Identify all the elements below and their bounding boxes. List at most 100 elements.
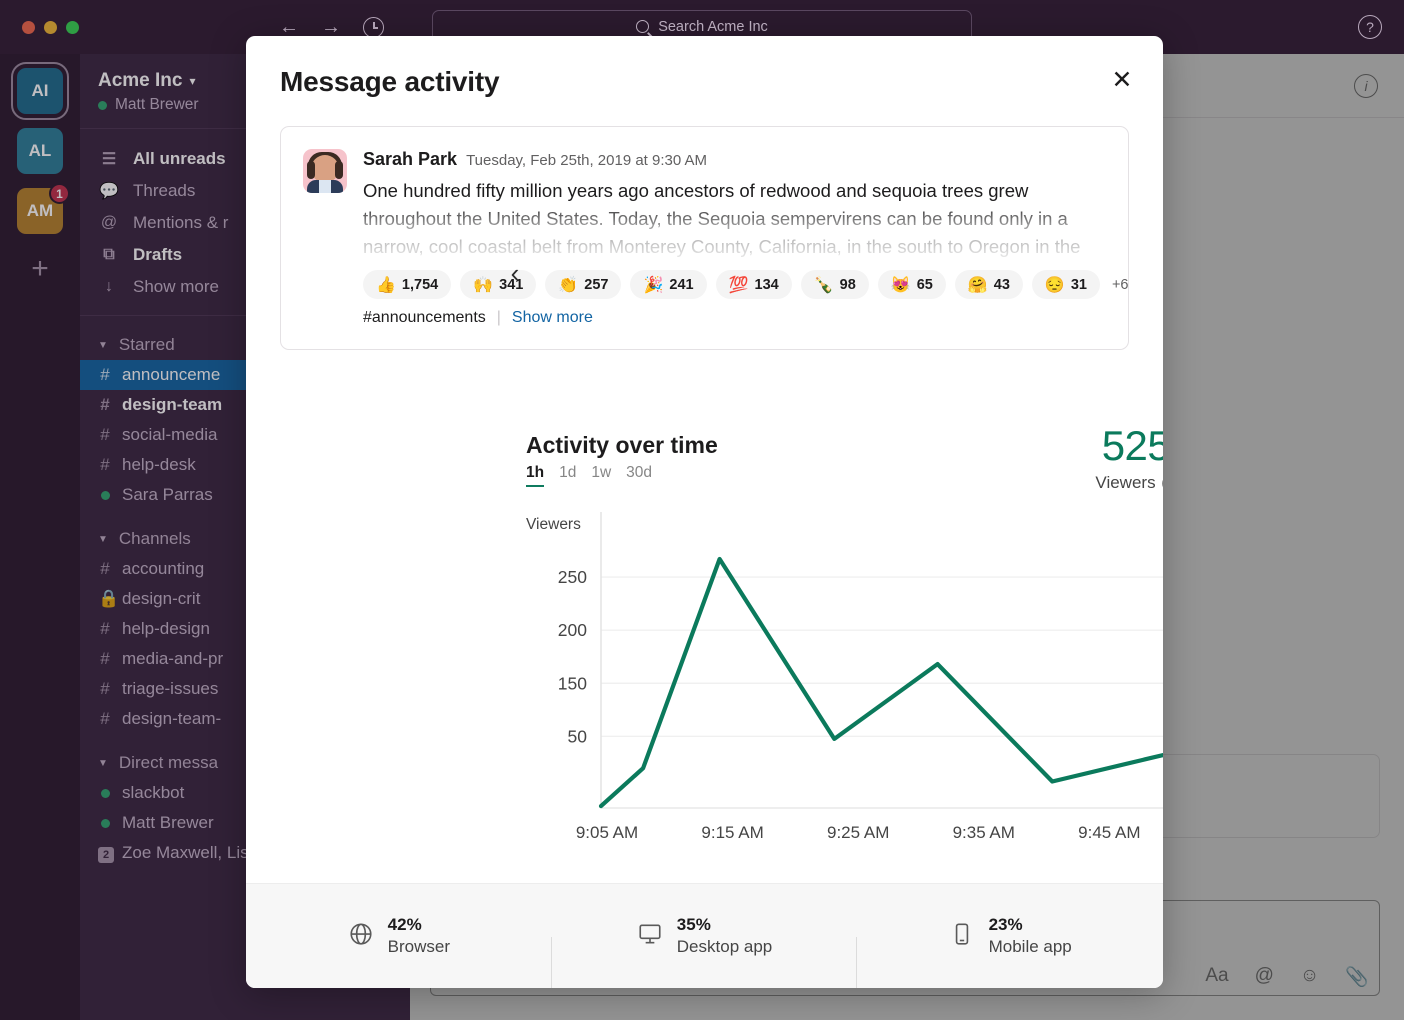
nav-buttons: ← → xyxy=(279,16,384,38)
thumbsup-icon: 👍 xyxy=(376,276,396,294)
add-workspace-button[interactable]: + xyxy=(31,252,49,285)
reaction-chip[interactable]: 👍 1,754 xyxy=(363,270,452,299)
reaction-count: 31 xyxy=(1070,276,1087,293)
sidebar-channel-label: announceme xyxy=(122,365,221,384)
heart-eyes-cat-icon: 😻 xyxy=(890,276,911,294)
workspace-name-row[interactable]: Acme Inc ▾ xyxy=(98,70,392,92)
avatar xyxy=(303,149,347,193)
device-percent: 42% xyxy=(387,915,422,934)
sidebar-item-label: Drafts xyxy=(133,245,183,264)
tab-30d[interactable]: 30d xyxy=(626,464,653,481)
tab-1d[interactable]: 1d xyxy=(559,464,577,481)
workspace-rail: AI AL AM 1 + xyxy=(0,54,80,1020)
reactions-overflow[interactable]: +6 xyxy=(1111,276,1129,293)
workspace-icon-al[interactable]: AL xyxy=(17,128,63,174)
sidebar-channel-label: design-crit xyxy=(122,589,201,608)
page-title: Message activity xyxy=(280,66,500,97)
tab-1h[interactable]: 1h xyxy=(526,464,545,487)
reaction-chip[interactable]: 💯 134 xyxy=(715,270,792,299)
previous-message-icon[interactable]: ‹ xyxy=(510,258,520,288)
arrow-right-icon[interactable]: → xyxy=(321,16,341,38)
workspace-icon-ai[interactable]: AI xyxy=(11,62,69,120)
presence-dot-icon xyxy=(98,783,112,803)
sidebar-channel-social-media[interactable]: # social-media xyxy=(80,420,410,450)
viewers-count: 525 xyxy=(1101,422,1163,469)
champagne-icon: 🍾 xyxy=(813,276,834,294)
sidebar-channel-design-crit[interactable]: 🔒 design-crit xyxy=(80,584,410,614)
message-activity-modal: Message activity ✕ Sarah Park Tuesday, F… xyxy=(246,36,1163,988)
workspace-icon-am[interactable]: AM 1 xyxy=(17,183,70,234)
workspace-initials: AI xyxy=(31,81,49,100)
message-footer: #announcements | Show more xyxy=(363,309,593,327)
message-text: One hundred fifty million years ago ance… xyxy=(363,180,1081,257)
reaction-chip[interactable]: 🙌 341 xyxy=(460,270,537,299)
sidebar-item-drafts[interactable]: ⧉ Drafts xyxy=(80,239,410,271)
unread-badge: 1 xyxy=(49,183,70,204)
sidebar-channel-label: triage-issues xyxy=(122,679,219,698)
device-cell-mobile: 23% Mobile app xyxy=(857,915,1163,957)
sidebar-channel-help-design[interactable]: # help-design xyxy=(80,614,410,644)
close-icon[interactable]: ✕ xyxy=(1111,66,1133,94)
sidebar-channel-help-desk[interactable]: # help-desk xyxy=(80,450,410,480)
workspace-name: Acme Inc xyxy=(98,70,183,91)
svg-text:200: 200 xyxy=(558,620,587,640)
reaction-list: 👍 1,754 🙌 341 👏 257 🎉 241 💯 134 🍾 98 😻 65 🤗 43 😔… xyxy=(363,270,1129,299)
help-icon[interactable]: ? xyxy=(1358,15,1382,39)
maximize-window-button[interactable] xyxy=(66,20,79,34)
sidebar-channel-triage-issues[interactable]: # triage-issues xyxy=(80,674,410,704)
reaction-chip[interactable]: 👏 257 xyxy=(545,270,622,299)
reaction-chip[interactable]: 😻 65 xyxy=(877,270,946,299)
sidebar-channel-label: media-and-pr xyxy=(122,649,224,668)
sidebar-item-label: Threads xyxy=(133,181,196,200)
device-text: 35% Desktop app xyxy=(677,915,772,957)
sidebar-channel-label: Matt Brewer xyxy=(122,813,214,832)
close-window-button[interactable] xyxy=(22,20,35,34)
sidebar-channel-label: slackbot xyxy=(122,783,185,802)
viewers-summary: 525 Viewers i xyxy=(1046,422,1163,493)
current-user-row[interactable]: Matt Brewer xyxy=(98,96,392,114)
device-text: 23% Mobile app xyxy=(989,915,1072,957)
viewers-label-row: Viewers i xyxy=(1046,473,1163,493)
svg-text:250: 250 xyxy=(558,567,587,587)
sidebar-channel-design-team-2[interactable]: # design-team- xyxy=(80,704,410,734)
window-controls[interactable] xyxy=(22,20,79,34)
sidebar-channel-media-and-pr[interactable]: # media-and-pr xyxy=(80,644,410,674)
tab-1w[interactable]: 1w xyxy=(591,464,612,481)
search-icon xyxy=(636,20,650,33)
sidebar-group-header[interactable]: ▼ Direct messa xyxy=(80,748,410,778)
sidebar-dm-sara-parras[interactable]: Sara Parras xyxy=(80,480,410,510)
hugging-face-icon: 🤗 xyxy=(967,276,988,294)
sidebar-dm-slackbot[interactable]: slackbot xyxy=(80,778,410,808)
sidebar-channel-design-team[interactable]: # design-team xyxy=(80,390,410,420)
reaction-count: 98 xyxy=(839,276,856,293)
sidebar-group-header[interactable]: ▼ Starred xyxy=(80,330,410,360)
reaction-chip[interactable]: 😔 31 xyxy=(1031,270,1100,299)
message-preview-card: Sarah Park Tuesday, Feb 25th, 2019 at 9:… xyxy=(280,126,1129,350)
reaction-chip[interactable]: 🎉 241 xyxy=(630,270,707,299)
device-breakdown-footer: 42% Browser 35% Desktop app xyxy=(246,883,1163,988)
sidebar-group-header[interactable]: ▼ Channels xyxy=(80,524,410,554)
workspace-header[interactable]: Acme Inc ▾ Matt Brewer xyxy=(80,54,410,129)
reaction-count: 1,754 xyxy=(401,276,439,293)
sidebar-item-threads[interactable]: 💬 Threads xyxy=(80,175,410,207)
divider: | xyxy=(496,309,501,326)
reaction-count: 43 xyxy=(993,276,1010,293)
reaction-chip[interactable]: 🍾 98 xyxy=(800,270,869,299)
minimize-window-button[interactable] xyxy=(44,20,57,34)
sidebar-item-all-unreads[interactable]: ☰ All unreads xyxy=(80,143,410,175)
clock-icon[interactable] xyxy=(363,16,384,38)
sidebar-item-show-more[interactable]: ↓ Show more xyxy=(80,271,410,303)
sidebar-channel-accounting[interactable]: # accounting xyxy=(80,554,410,584)
arrow-left-icon[interactable]: ← xyxy=(279,16,299,38)
sidebar-dm-matt-brewer[interactable]: Matt Brewer xyxy=(80,808,410,838)
show-more-link[interactable]: Show more xyxy=(511,309,593,326)
info-icon[interactable]: i xyxy=(1161,475,1163,491)
channel-name[interactable]: #announcements xyxy=(363,309,486,326)
drafts-icon: ⧉ xyxy=(103,246,115,263)
device-label: Browser xyxy=(387,937,451,956)
reaction-chip[interactable]: 🤗 43 xyxy=(954,270,1023,299)
sidebar-item-mentions[interactable]: @ Mentions & r xyxy=(80,207,410,239)
hash-icon: # xyxy=(100,679,110,698)
svg-text:9:45 AM: 9:45 AM xyxy=(1078,823,1140,842)
